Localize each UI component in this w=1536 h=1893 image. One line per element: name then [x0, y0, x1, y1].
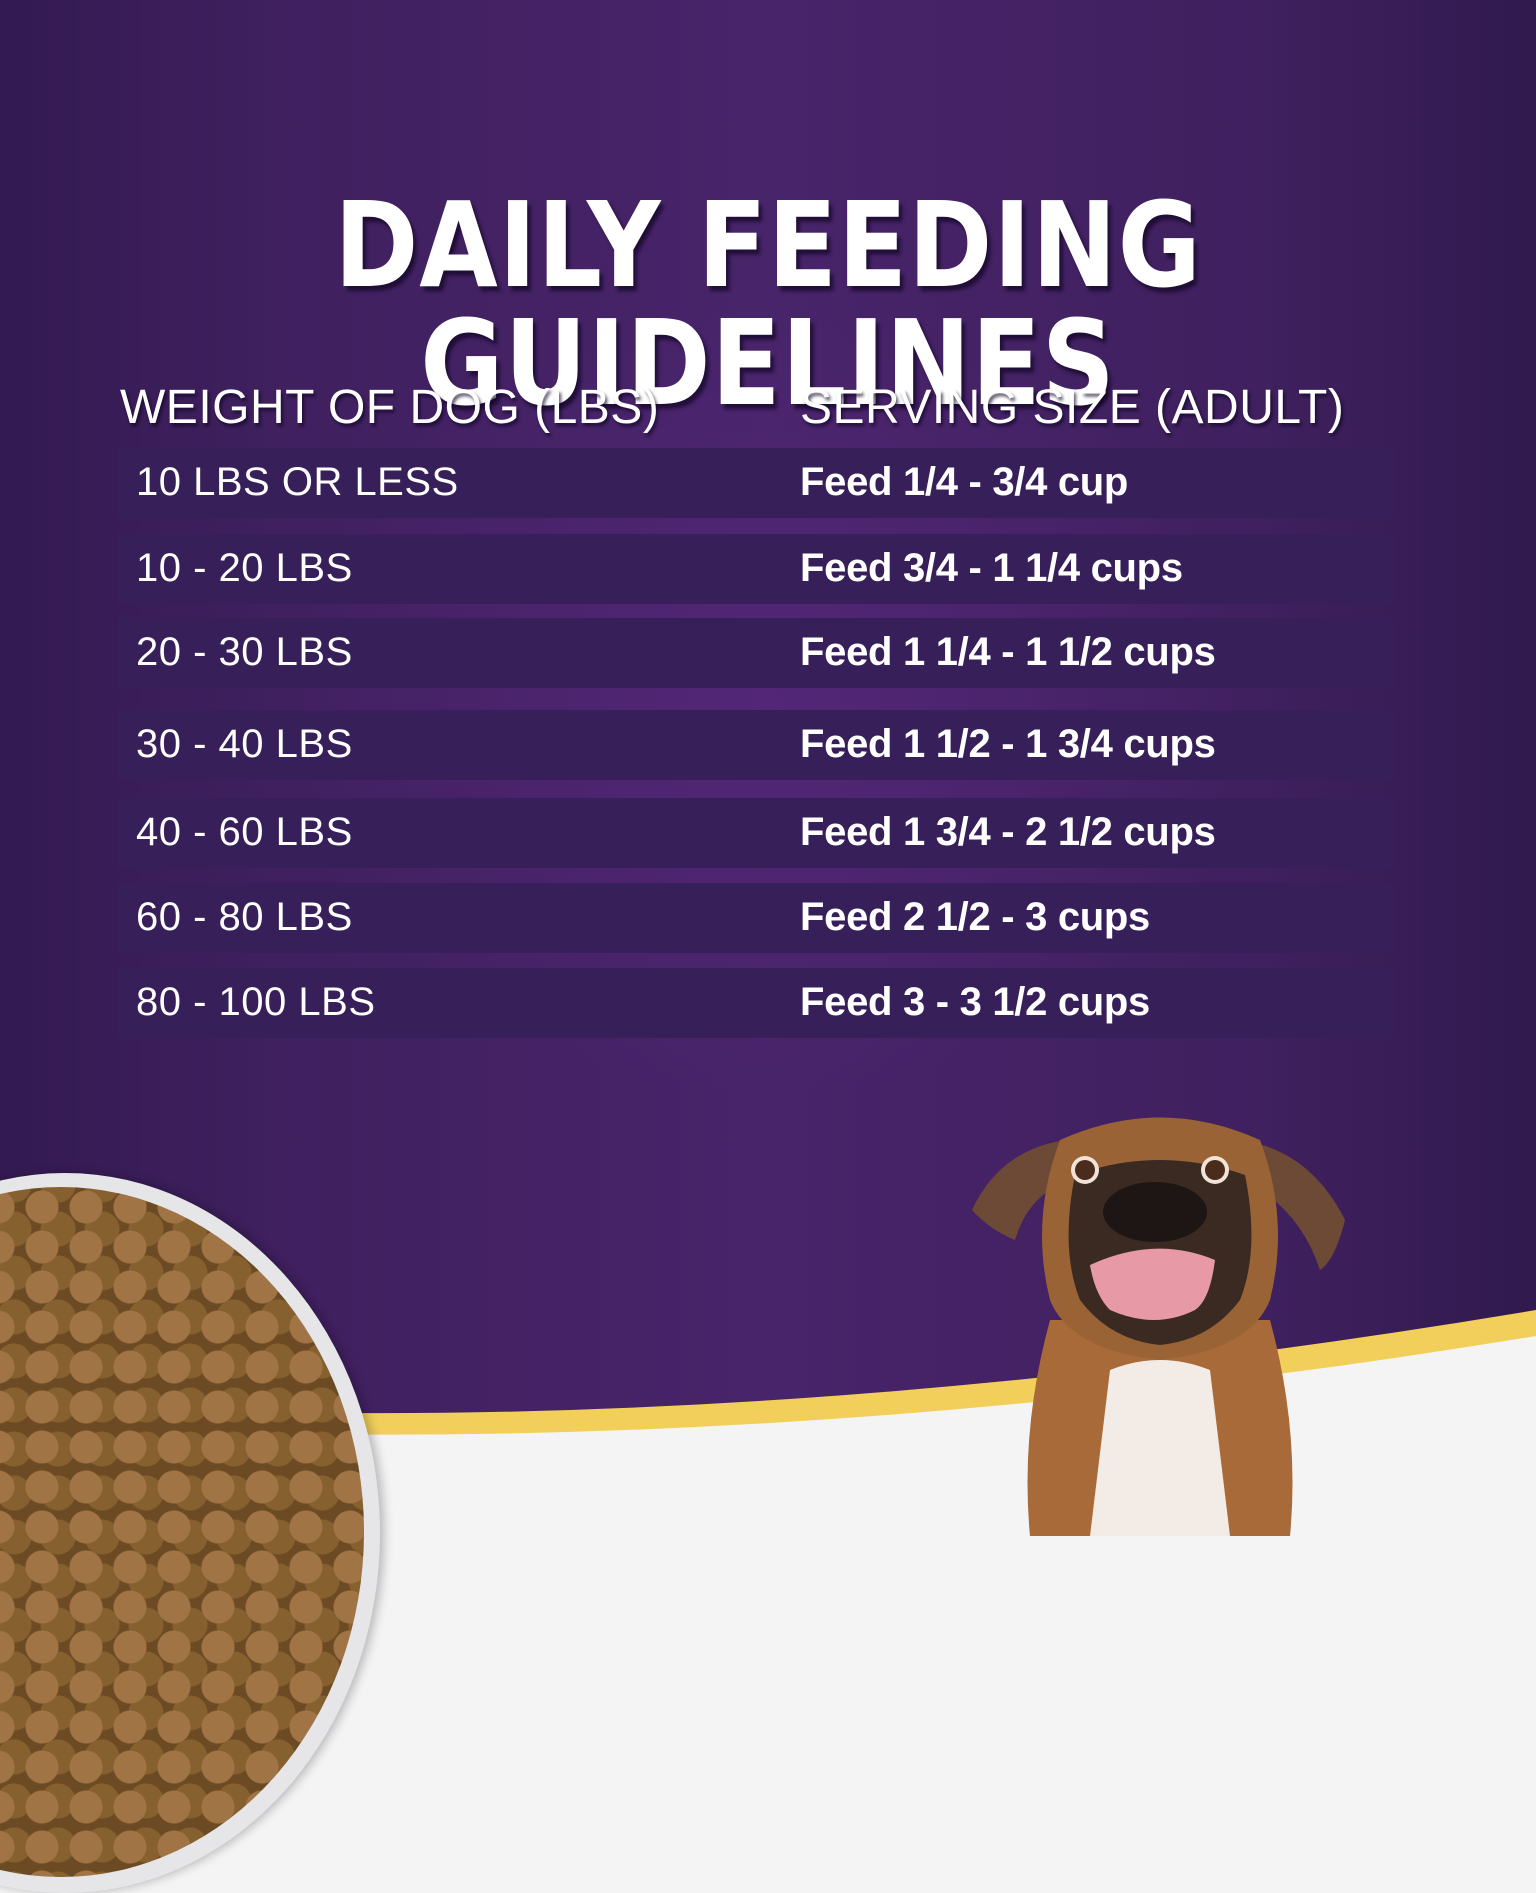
serving-cell: Feed 1/4 - 3/4 cup — [800, 460, 1129, 504]
serving-cell: Feed 1 1/2 - 1 3/4 cups — [800, 722, 1216, 766]
serving-cell: Feed 2 1/2 - 3 cups — [800, 895, 1151, 939]
boxer-dog-image — [972, 1117, 1345, 1536]
feeding-guidelines-table: WEIGHT OF DOG (LBS) SERVING SIZE (ADULT)… — [118, 380, 1396, 1038]
table-row: 30 - 40 LBS Feed 1 1/2 - 1 3/4 cups — [118, 710, 1394, 780]
weight-cell: 20 - 30 LBS — [136, 630, 353, 674]
weight-cell: 30 - 40 LBS — [136, 722, 353, 766]
serving-cell: Feed 3 - 3 1/2 cups — [800, 980, 1151, 1024]
table-header: WEIGHT OF DOG (LBS) SERVING SIZE (ADULT) — [118, 380, 1396, 446]
table-row: 60 - 80 LBS Feed 2 1/2 - 3 cups — [118, 883, 1394, 953]
table-row: 80 - 100 LBS Feed 3 - 3 1/2 cups — [118, 968, 1394, 1038]
table-row: 10 - 20 LBS Feed 3/4 - 1 1/4 cups — [118, 534, 1394, 604]
weight-cell: 40 - 60 LBS — [136, 810, 353, 854]
serving-cell: Feed 3/4 - 1 1/4 cups — [800, 546, 1183, 590]
page-title: DAILY FEEDING GUIDELINES — [334, 176, 1202, 432]
table-row: 20 - 30 LBS Feed 1 1/4 - 1 1/2 cups — [118, 618, 1394, 688]
weight-cell: 60 - 80 LBS — [136, 895, 353, 939]
weight-cell: 10 LBS OR LESS — [136, 460, 459, 504]
serving-column-header: SERVING SIZE (ADULT) — [800, 381, 1345, 434]
weight-cell: 10 - 20 LBS — [136, 546, 353, 590]
weight-cell: 80 - 100 LBS — [136, 980, 376, 1024]
table-row: 10 LBS OR LESS Feed 1/4 - 3/4 cup — [118, 448, 1394, 518]
table-row: 40 - 60 LBS Feed 1 3/4 - 2 1/2 cups — [118, 798, 1394, 868]
serving-cell: Feed 1 3/4 - 2 1/2 cups — [800, 810, 1216, 854]
serving-cell: Feed 1 1/4 - 1 1/2 cups — [800, 630, 1216, 674]
weight-column-header: WEIGHT OF DOG (LBS) — [120, 381, 660, 434]
